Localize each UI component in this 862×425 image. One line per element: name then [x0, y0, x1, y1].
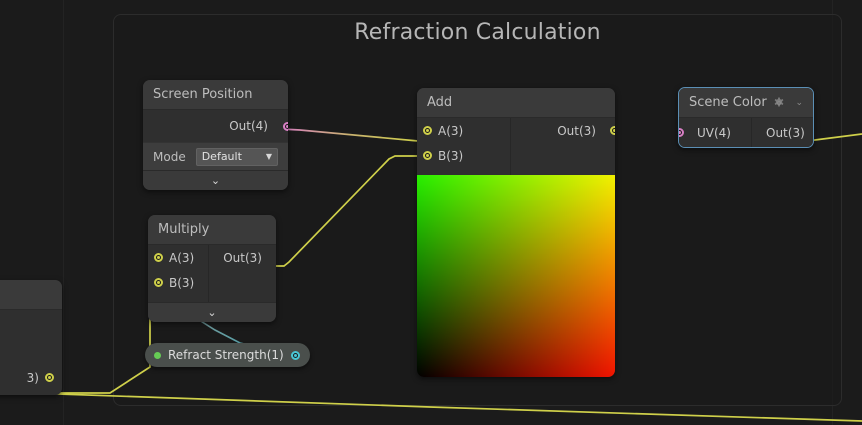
chevron-down-icon: ▼	[265, 152, 272, 161]
node-screen-position[interactable]: Screen Position Out(4) Mode Default ▼ ⌄	[143, 80, 288, 190]
output-port[interactable]	[45, 373, 54, 382]
port-label: 3)	[26, 370, 39, 385]
node-title-multiply: Multiply	[148, 215, 276, 245]
node-scene-color[interactable]: Scene Color ⌄ UV(4) Out(3)	[678, 87, 814, 148]
port-label: A(3)	[438, 123, 464, 138]
input-port-b[interactable]	[154, 278, 163, 287]
port-label: Out(3)	[557, 123, 596, 138]
node-add[interactable]: Add A(3) B(3) Out(3)	[417, 88, 615, 377]
node-title	[0, 280, 62, 310]
port-label: B(3)	[169, 275, 195, 290]
node-preview-add	[417, 175, 615, 377]
node-title-label: Screen Position	[153, 87, 253, 102]
param-row-mode: Mode Default ▼	[143, 142, 288, 170]
node-title-label: Add	[427, 95, 453, 110]
property-color-dot	[154, 351, 161, 359]
node-title-add: Add	[417, 88, 615, 118]
mode-dropdown-value: Default	[201, 150, 242, 163]
chevron-down-icon[interactable]: ⌄	[795, 97, 803, 108]
node-group-title: Refraction Calculation	[354, 20, 601, 45]
port-label: A(3)	[169, 250, 195, 265]
gear-icon[interactable]	[773, 96, 785, 109]
mode-dropdown[interactable]: Default ▼	[195, 147, 278, 166]
node-title-scene-color: Scene Color ⌄	[679, 88, 813, 118]
port-label: UV(4)	[697, 125, 731, 140]
node-title-label: Scene Color	[689, 95, 767, 110]
node-title-label: Multiply	[158, 222, 210, 237]
output-port-refract-strength[interactable]	[290, 350, 300, 360]
input-port-b[interactable]	[423, 151, 432, 160]
collapse-toggle-multiply[interactable]: ⌄	[148, 302, 276, 322]
output-port-out4[interactable]	[283, 121, 288, 131]
input-port-a[interactable]	[154, 253, 163, 262]
port-label: B(3)	[438, 148, 464, 163]
output-port-out3[interactable]	[610, 126, 615, 135]
grid-line	[63, 0, 64, 425]
port-label: Out(4)	[229, 119, 268, 133]
param-label-mode: Mode	[153, 149, 186, 164]
chevron-down-icon: ⌄	[207, 306, 217, 319]
property-node-refract-strength[interactable]: Refract Strength(1)	[145, 343, 310, 367]
port-label: Out(3)	[766, 125, 805, 140]
node-title-screen-position: Screen Position	[143, 80, 288, 110]
chevron-down-icon: ⌄	[210, 174, 221, 187]
input-port-uv4[interactable]	[679, 128, 684, 137]
node-offscreen-left[interactable]: 3)	[0, 280, 62, 395]
port-label: Out(3)	[223, 250, 262, 265]
input-port-a[interactable]	[423, 126, 432, 135]
node-multiply[interactable]: Multiply A(3) B(3) Out(3) ⌄	[148, 215, 276, 322]
collapse-toggle-screen-position[interactable]: ⌄	[143, 170, 288, 190]
property-label: Refract Strength(1)	[168, 348, 284, 362]
